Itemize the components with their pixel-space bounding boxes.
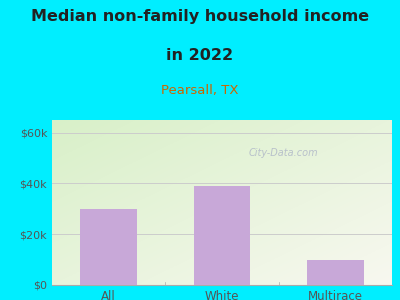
Text: in 2022: in 2022 — [166, 48, 234, 63]
Text: Median non-family household income: Median non-family household income — [31, 9, 369, 24]
Bar — [80, 209, 137, 285]
Text: City-Data.com: City-Data.com — [248, 148, 318, 158]
Text: Pearsall, TX: Pearsall, TX — [161, 84, 239, 97]
Bar — [307, 260, 364, 285]
Bar — [194, 186, 250, 285]
